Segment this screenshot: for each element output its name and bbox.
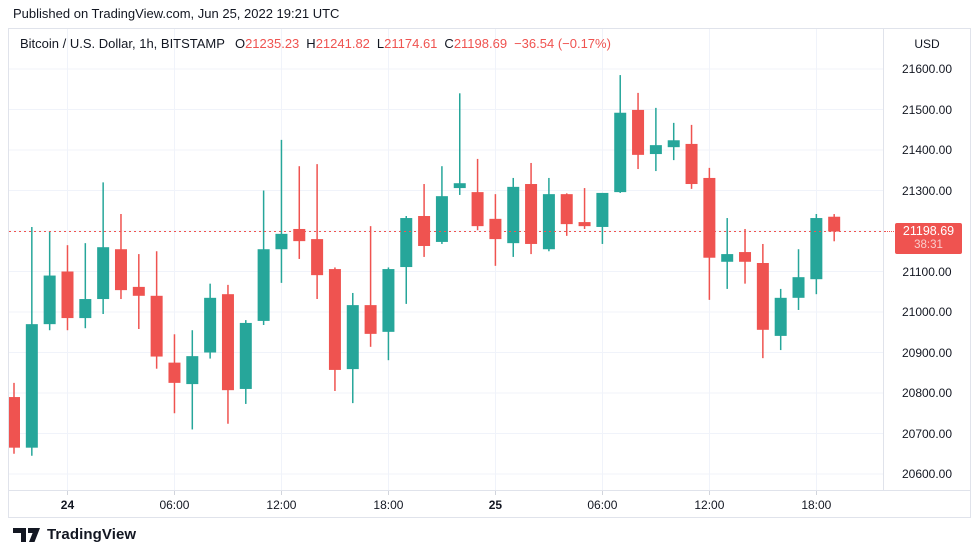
candle	[614, 75, 627, 193]
candle	[239, 320, 252, 404]
time-axis-tick	[281, 491, 282, 495]
tradingview-logo-icon	[13, 527, 40, 542]
candle	[221, 284, 234, 424]
candle	[578, 188, 591, 229]
ohlc-low: L21174.61	[376, 36, 438, 51]
bar-countdown: 38:31	[914, 238, 943, 251]
time-axis-label: 12:00	[694, 498, 725, 512]
chart-frame: Bitcoin / U.S. Dollar, 1h, BITSTAMP O2123…	[8, 28, 971, 518]
ohlc-close: C21198.69	[444, 36, 508, 51]
candle	[471, 158, 484, 231]
ohlc-high: H21241.82	[306, 36, 370, 51]
chart-plot-area[interactable]: Bitcoin / U.S. Dollar, 1h, BITSTAMP O2123…	[9, 29, 883, 490]
tradingview-logo-link[interactable]: TradingView	[13, 526, 136, 543]
footer: TradingView	[0, 518, 979, 555]
candle	[9, 382, 20, 454]
candle	[43, 231, 56, 331]
candle	[489, 194, 502, 266]
candle	[257, 190, 270, 325]
candle	[507, 177, 520, 257]
candle	[560, 193, 573, 236]
time-axis-label: 12:00	[266, 498, 297, 512]
candle	[721, 218, 734, 289]
price-axis-unit: USD	[914, 37, 940, 51]
candle	[293, 166, 306, 259]
candle	[61, 245, 74, 331]
time-axis-label: 24	[60, 498, 75, 512]
time-axis-label: 25	[488, 498, 503, 512]
candle	[97, 182, 110, 315]
candle	[774, 288, 787, 351]
candle	[168, 334, 181, 414]
candle	[596, 192, 609, 244]
price-axis-label: 20600.00	[901, 467, 953, 481]
candle	[114, 213, 127, 300]
candle	[364, 226, 377, 347]
candle	[311, 164, 324, 300]
candle	[756, 243, 769, 359]
candle	[275, 139, 288, 283]
time-axis[interactable]: 24 06:00 12:00 18:00 25 06:00 12:00 18:00	[9, 490, 970, 517]
time-axis-tick	[174, 491, 175, 495]
candle	[435, 166, 448, 244]
candle	[703, 167, 716, 300]
price-axis-label: 21500.00	[901, 102, 953, 117]
time-axis-label: 06:00	[159, 498, 190, 512]
time-axis-label: 18:00	[801, 498, 832, 512]
last-price-value: 21198.69	[902, 223, 955, 238]
price-axis-label: 21600.00	[901, 62, 953, 76]
candle	[792, 249, 805, 310]
time-axis-tick	[388, 491, 389, 495]
candle	[79, 243, 92, 329]
candle	[328, 267, 341, 391]
symbol-title[interactable]: Bitcoin / U.S. Dollar, 1h, BITSTAMP	[20, 36, 225, 51]
candle	[739, 228, 752, 284]
candle	[25, 226, 38, 456]
time-axis-tick	[495, 491, 496, 495]
time-axis-label: 06:00	[587, 498, 618, 512]
candle	[400, 216, 413, 304]
last-price-tag: 21198.69 38:31	[895, 222, 962, 254]
price-change: −36.54 (−0.17%)	[514, 36, 611, 51]
price-axis-label: 21000.00	[901, 305, 953, 319]
time-axis-tick	[709, 491, 710, 495]
price-axis-label: 21300.00	[901, 183, 953, 198]
published-caption: Published on TradingView.com, Jun 25, 20…	[13, 6, 340, 21]
candle	[186, 330, 199, 430]
candle	[828, 214, 841, 242]
candle	[685, 124, 698, 189]
candlestick-canvas	[9, 29, 883, 490]
symbol-legend: Bitcoin / U.S. Dollar, 1h, BITSTAMP O2123…	[20, 36, 611, 51]
candle	[525, 162, 538, 255]
candle	[150, 251, 163, 369]
time-axis-label: 18:00	[373, 498, 404, 512]
price-axis-label: 20700.00	[901, 426, 953, 441]
candle	[204, 283, 217, 359]
ohlc-open: O21235.23	[234, 36, 300, 51]
candle	[382, 267, 395, 361]
time-axis-tick	[816, 491, 817, 495]
candle	[667, 122, 680, 161]
tradingview-logo-text: TradingView	[47, 526, 137, 543]
price-axis-label: 21100.00	[902, 264, 952, 279]
price-axis[interactable]: USD 21198.69 38:31 21600.00 21500.00 21400…	[883, 29, 970, 490]
time-axis-tick	[602, 491, 603, 495]
candle	[453, 93, 466, 195]
price-axis-label: 20800.00	[901, 386, 953, 400]
candle	[810, 213, 823, 295]
price-axis-label: 21400.00	[901, 143, 953, 157]
candle	[132, 254, 145, 330]
price-line-stub	[884, 231, 896, 233]
time-axis-tick	[67, 491, 68, 495]
candle	[346, 292, 359, 404]
candle	[542, 177, 555, 252]
candle	[649, 107, 662, 172]
candle	[418, 184, 431, 257]
candle	[632, 92, 645, 170]
price-axis-label: 20900.00	[901, 345, 953, 360]
